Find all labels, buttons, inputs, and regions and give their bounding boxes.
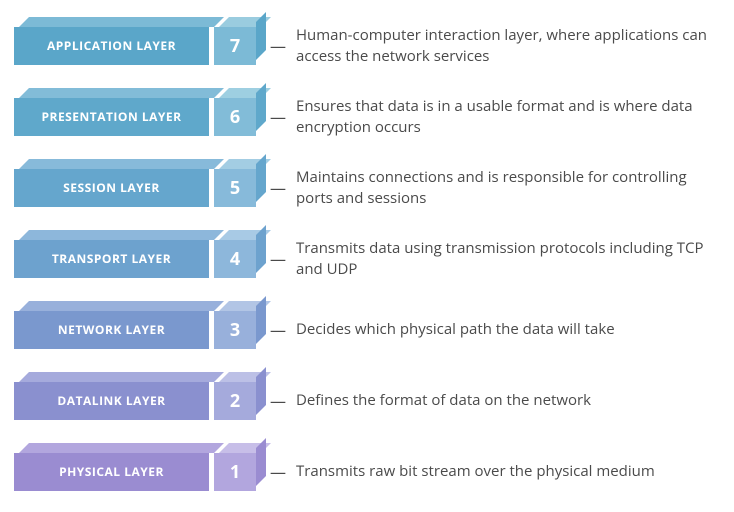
- box-top-face: [19, 372, 224, 382]
- layer-description: Transmits raw bit stream over the physic…: [296, 461, 655, 481]
- connector-dash: —: [270, 390, 286, 412]
- layer-description: Human-computer interaction layer, where …: [296, 25, 716, 66]
- layer-name-label: PHYSICAL LAYER: [14, 453, 209, 491]
- box-top-face: [19, 230, 224, 240]
- connector-dash: —: [270, 461, 286, 483]
- connector-dash: —: [270, 35, 286, 57]
- layer-number-label: 5: [214, 169, 256, 207]
- num-side-face: [256, 154, 266, 202]
- connector-dash: —: [270, 177, 286, 199]
- box-top-face: [19, 301, 224, 311]
- layer-box-3d: PHYSICAL LAYER1: [14, 453, 256, 491]
- layer-number-label: 1: [214, 453, 256, 491]
- layer-description: Decides which physical path the data wil…: [296, 319, 615, 339]
- layer-row: DATALINK LAYER2 — Defines the format of da…: [14, 373, 720, 428]
- layer-box-3d: NETWORK LAYER3: [14, 311, 256, 349]
- layer-name-label: PRESENTATION LAYER: [14, 98, 209, 136]
- box-top-face: [19, 443, 224, 453]
- connector-dash: —: [270, 248, 286, 270]
- layer-name-label: APPLICATION LAYER: [14, 27, 209, 65]
- num-side-face: [256, 83, 266, 131]
- layer-row: PHYSICAL LAYER1 — Transmits raw bit stream…: [14, 444, 720, 499]
- layer-description: Defines the format of data on the networ…: [296, 390, 591, 410]
- num-side-face: [256, 225, 266, 273]
- layer-name-label: DATALINK LAYER: [14, 382, 209, 420]
- layer-name-label: TRANSPORT LAYER: [14, 240, 209, 278]
- connector-dash: —: [270, 106, 286, 128]
- layer-number-label: 4: [214, 240, 256, 278]
- layer-number-label: 7: [214, 27, 256, 65]
- box-top-face: [19, 17, 224, 27]
- layer-row: APPLICATION LAYER7 — Human-computer intera…: [14, 18, 720, 73]
- layer-row: PRESENTATION LAYER6 — Ensures that data is…: [14, 89, 720, 144]
- layer-row: SESSION LAYER5 — Maintains connections and…: [14, 160, 720, 215]
- layer-box-3d: SESSION LAYER5: [14, 169, 256, 207]
- layer-name-label: NETWORK LAYER: [14, 311, 209, 349]
- num-side-face: [256, 12, 266, 60]
- num-side-face: [256, 296, 266, 344]
- layer-number-label: 3: [214, 311, 256, 349]
- layer-row: TRANSPORT LAYER4 — Transmits data using tr…: [14, 231, 720, 286]
- layer-description: Ensures that data is in a usable format …: [296, 96, 716, 137]
- num-side-face: [256, 367, 266, 415]
- layer-number-label: 2: [214, 382, 256, 420]
- layer-number-label: 6: [214, 98, 256, 136]
- layer-box-3d: TRANSPORT LAYER4: [14, 240, 256, 278]
- connector-dash: —: [270, 319, 286, 341]
- layer-name-label: SESSION LAYER: [14, 169, 209, 207]
- box-top-face: [19, 159, 224, 169]
- layer-box-3d: DATALINK LAYER2: [14, 382, 256, 420]
- layer-box-3d: APPLICATION LAYER7: [14, 27, 256, 65]
- layer-description: Transmits data using transmission protoc…: [296, 238, 716, 279]
- num-side-face: [256, 438, 266, 486]
- osi-layers-diagram: APPLICATION LAYER7 — Human-computer intera…: [14, 18, 720, 499]
- layer-box-3d: PRESENTATION LAYER6: [14, 98, 256, 136]
- box-top-face: [19, 88, 224, 98]
- layer-row: NETWORK LAYER3 — Decides which physical pa…: [14, 302, 720, 357]
- layer-description: Maintains connections and is responsible…: [296, 167, 716, 208]
